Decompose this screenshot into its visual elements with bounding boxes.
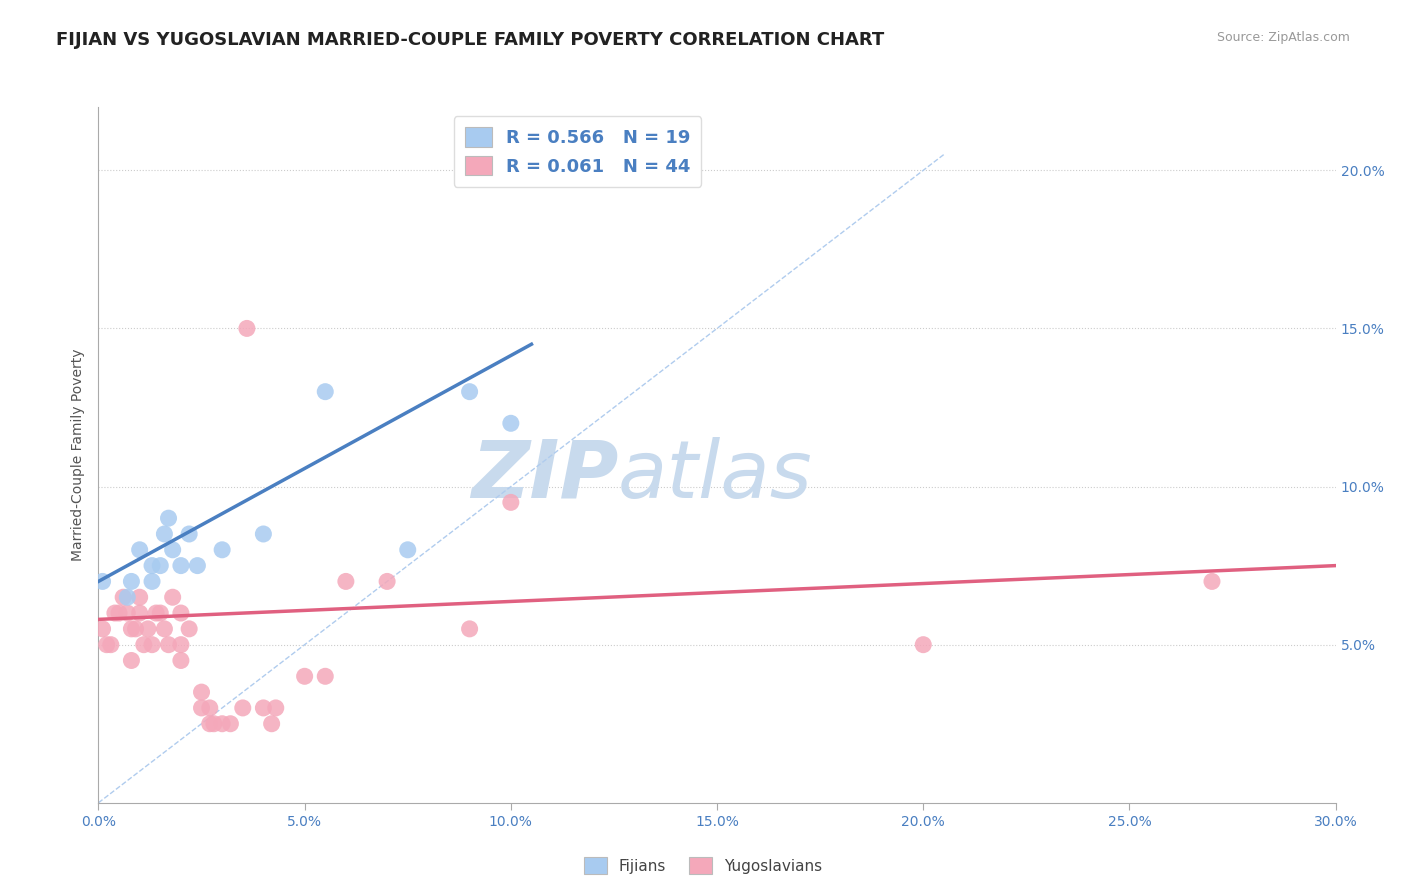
Point bbox=[264, 701, 287, 715]
Point bbox=[136, 622, 159, 636]
Point bbox=[91, 574, 114, 589]
Point bbox=[252, 701, 274, 715]
Point bbox=[100, 638, 122, 652]
Point bbox=[141, 558, 163, 573]
Point bbox=[96, 638, 118, 652]
Point bbox=[157, 638, 180, 652]
Point bbox=[128, 606, 150, 620]
Point bbox=[153, 622, 176, 636]
Text: FIJIAN VS YUGOSLAVIAN MARRIED-COUPLE FAMILY POVERTY CORRELATION CHART: FIJIAN VS YUGOSLAVIAN MARRIED-COUPLE FAM… bbox=[56, 31, 884, 49]
Point bbox=[198, 716, 221, 731]
Point bbox=[149, 606, 172, 620]
Point bbox=[170, 638, 193, 652]
Point bbox=[314, 669, 336, 683]
Point bbox=[170, 606, 193, 620]
Point bbox=[128, 542, 150, 557]
Point bbox=[198, 701, 221, 715]
Text: atlas: atlas bbox=[619, 437, 813, 515]
Point bbox=[170, 558, 193, 573]
Point bbox=[117, 591, 139, 605]
Point bbox=[190, 685, 212, 699]
Point bbox=[104, 606, 127, 620]
Point bbox=[190, 701, 212, 715]
Point bbox=[202, 716, 225, 731]
Point bbox=[162, 591, 184, 605]
Point bbox=[108, 606, 131, 620]
Legend: Fijians, Yugoslavians: Fijians, Yugoslavians bbox=[578, 851, 828, 880]
Point bbox=[128, 591, 150, 605]
Point bbox=[153, 527, 176, 541]
Point bbox=[132, 638, 155, 652]
Point bbox=[162, 542, 184, 557]
Point bbox=[211, 542, 233, 557]
Point bbox=[260, 716, 283, 731]
Point bbox=[499, 417, 522, 431]
Point bbox=[458, 384, 481, 399]
Point bbox=[120, 574, 142, 589]
Point bbox=[375, 574, 398, 589]
Point bbox=[117, 606, 139, 620]
Point bbox=[170, 653, 193, 667]
Point bbox=[186, 558, 208, 573]
Point bbox=[91, 622, 114, 636]
Point bbox=[458, 622, 481, 636]
Point bbox=[145, 606, 167, 620]
Point bbox=[211, 716, 233, 731]
Point bbox=[1201, 574, 1223, 589]
Point bbox=[141, 638, 163, 652]
Point bbox=[120, 653, 142, 667]
Text: ZIP: ZIP bbox=[471, 437, 619, 515]
Legend: R = 0.566   N = 19, R = 0.061   N = 44: R = 0.566 N = 19, R = 0.061 N = 44 bbox=[454, 116, 702, 186]
Point bbox=[912, 638, 935, 652]
Point bbox=[157, 511, 180, 525]
Point bbox=[112, 591, 135, 605]
Point bbox=[141, 574, 163, 589]
Point bbox=[294, 669, 316, 683]
Point bbox=[120, 622, 142, 636]
Point bbox=[252, 527, 274, 541]
Point bbox=[219, 716, 242, 731]
Text: Source: ZipAtlas.com: Source: ZipAtlas.com bbox=[1216, 31, 1350, 45]
Point bbox=[499, 495, 522, 509]
Point bbox=[335, 574, 357, 589]
Point bbox=[396, 542, 419, 557]
Y-axis label: Married-Couple Family Poverty: Married-Couple Family Poverty bbox=[72, 349, 86, 561]
Point bbox=[149, 558, 172, 573]
Point bbox=[236, 321, 259, 335]
Point bbox=[179, 622, 201, 636]
Point bbox=[124, 622, 146, 636]
Point bbox=[179, 527, 201, 541]
Point bbox=[232, 701, 254, 715]
Point bbox=[314, 384, 336, 399]
